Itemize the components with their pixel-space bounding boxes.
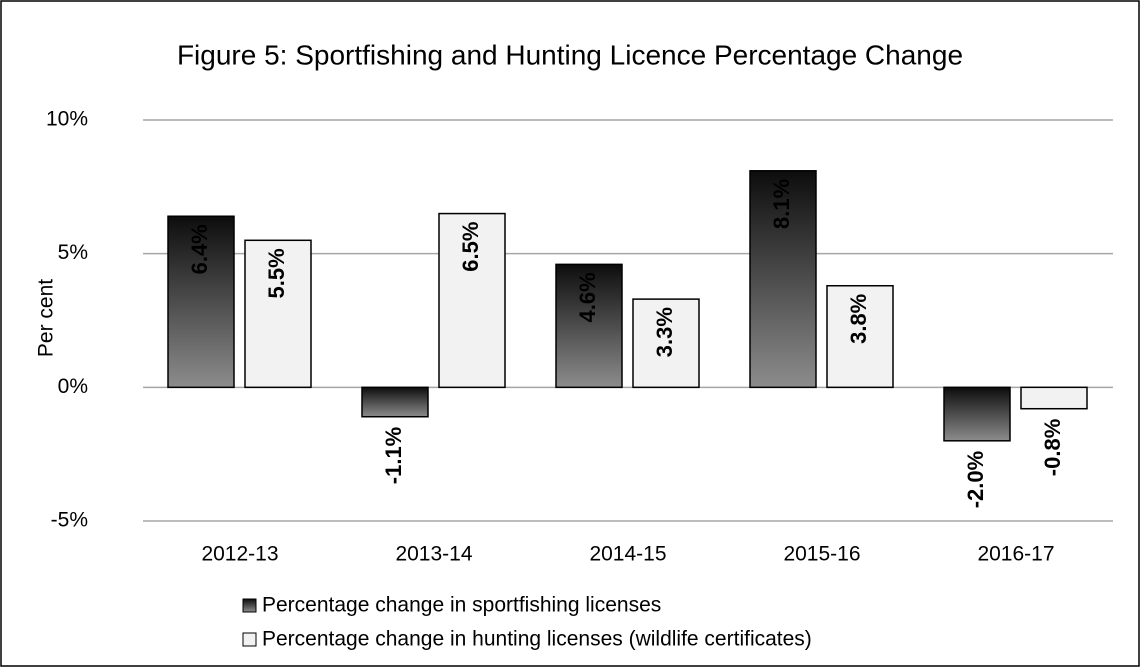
data-label: -2.0% <box>963 451 988 508</box>
bar <box>749 170 817 389</box>
y-tick-label: 0% <box>58 375 88 398</box>
data-label: -1.1% <box>381 427 406 484</box>
x-tick-label: 2013-14 <box>395 543 472 566</box>
bar <box>555 263 623 389</box>
x-tick-label: 2015-16 <box>783 543 860 566</box>
data-label: -0.8% <box>1040 419 1065 476</box>
data-label: 3.8% <box>846 294 871 344</box>
y-tick-label: -5% <box>51 509 88 532</box>
chart-title: Figure 5: Sportfishing and Hunting Licen… <box>177 39 963 70</box>
x-tick-label: 2016-17 <box>977 543 1054 566</box>
x-tick-label: 2012-13 <box>201 543 278 566</box>
bar <box>167 215 235 389</box>
y-tick-label: 10% <box>46 108 88 131</box>
bar <box>1020 386 1088 410</box>
data-label: 4.6% <box>575 272 600 322</box>
bar <box>943 386 1011 442</box>
y-axis-label: Per cent <box>35 279 58 357</box>
bar <box>244 239 312 389</box>
x-tick-label: 2014-15 <box>589 543 666 566</box>
legend-label: Percentage change in hunting licenses (w… <box>262 628 812 651</box>
data-label: 6.4% <box>187 224 212 274</box>
data-label: 5.5% <box>264 248 289 298</box>
data-label: 3.3% <box>652 307 677 357</box>
bar <box>826 284 894 389</box>
legend-label: Percentage change in sportfishing licens… <box>262 594 661 617</box>
y-tick-label: 5% <box>58 241 88 264</box>
legend-swatch <box>242 598 257 613</box>
data-label: 6.5% <box>458 222 483 272</box>
legend-swatch <box>242 632 257 647</box>
bar <box>361 386 429 418</box>
bar <box>438 212 506 389</box>
bar <box>632 298 700 389</box>
data-label: 8.1% <box>769 179 794 229</box>
